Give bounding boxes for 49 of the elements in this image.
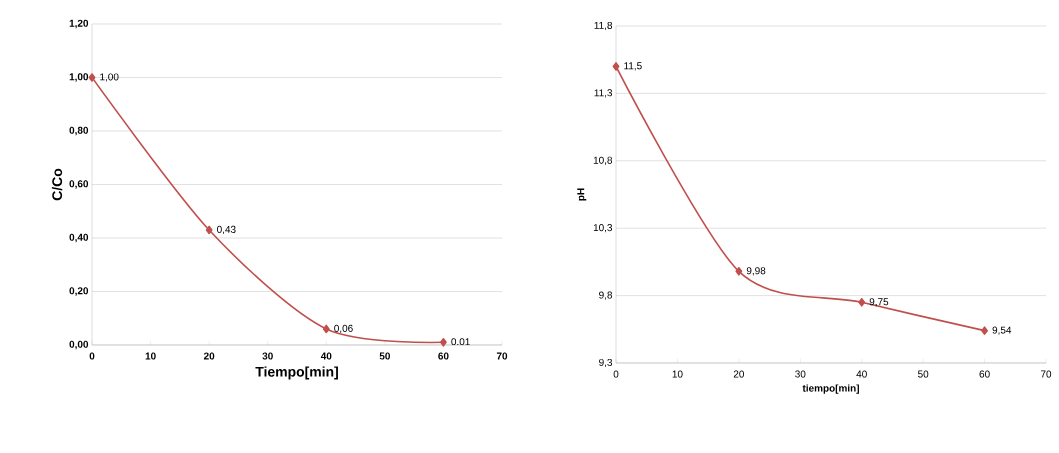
y-tick-label: 0,00 [69, 340, 89, 350]
y-axis-title: pH [577, 188, 587, 201]
y-tick-label: 0,80 [69, 126, 89, 136]
point [735, 267, 743, 276]
x-tick-label: 40 [320, 352, 332, 360]
data-label: 9,54 [992, 326, 1012, 335]
x-tick-label: 10 [145, 352, 156, 360]
y-tick-label: 9,8 [599, 291, 613, 300]
y-tick-label: 10,8 [593, 156, 613, 165]
x-axis-title: Tiempo[min] [255, 366, 338, 380]
point [981, 326, 988, 335]
x-tick-label: 60 [979, 370, 990, 378]
x-tick-label: 50 [918, 370, 929, 378]
y-tick-label: 11,8 [594, 21, 613, 31]
data-label: 0,06 [334, 324, 353, 334]
x-tick-label: 70 [1040, 370, 1052, 378]
y-tick-label: 0,20 [69, 287, 89, 296]
point [88, 73, 96, 82]
data-label: 9,75 [869, 298, 889, 307]
x-axis-title: tiempo[min] [802, 384, 859, 394]
point [322, 324, 330, 334]
y-tick-label: 10,3 [593, 224, 613, 233]
data-label: 0,01 [451, 338, 470, 347]
x-tick-label: 30 [795, 370, 806, 378]
data-label: 11,5 [624, 62, 642, 71]
x-tick-label: 50 [379, 352, 390, 360]
point [858, 298, 866, 307]
x-tick-label: 30 [262, 352, 273, 360]
x-tick-label: 20 [733, 370, 745, 378]
x-tick-label: 10 [672, 370, 683, 378]
point [440, 338, 447, 347]
y-tick-label: 0,40 [69, 233, 89, 243]
x-tick-label: 60 [438, 352, 449, 360]
y-tick-label: 1,00 [69, 73, 89, 82]
x-tick-label: 70 [496, 352, 508, 360]
point [612, 62, 620, 71]
point [205, 225, 213, 235]
x-tick-label: 0 [89, 352, 95, 360]
data-label: 9,98 [746, 267, 766, 276]
y-axis-title: C/Co [51, 168, 63, 201]
x-tick-label: 40 [856, 370, 867, 378]
data-label: 0,43 [217, 225, 236, 235]
y-tick-label: 9,3 [599, 358, 613, 368]
y-tick-label: 0,60 [69, 180, 89, 189]
y-tick-label: 11,3 [594, 89, 613, 98]
y-tick-label: 1,20 [69, 19, 89, 29]
x-tick-label: 0 [613, 370, 619, 378]
x-tick-label: 20 [203, 352, 215, 360]
data-label: 1,00 [100, 73, 119, 82]
